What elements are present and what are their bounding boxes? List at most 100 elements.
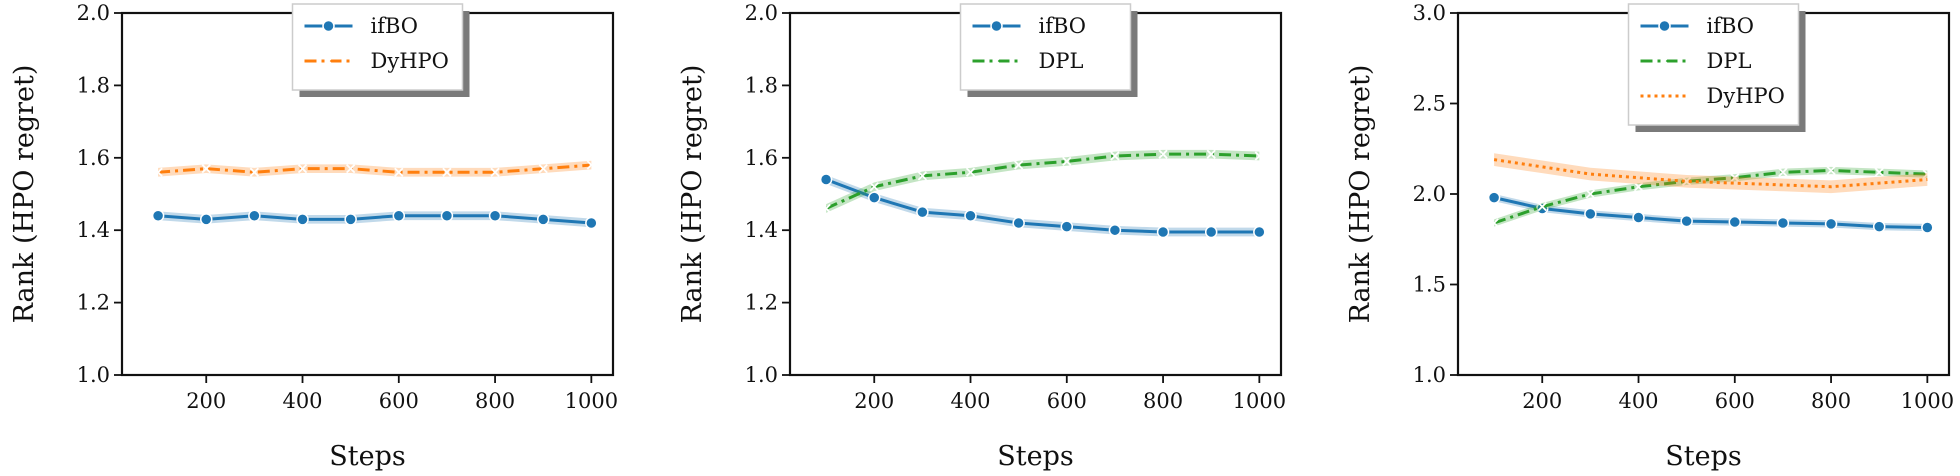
series-1-point bbox=[1012, 216, 1025, 230]
legend-marker bbox=[1659, 56, 1670, 66]
x-tick-label: 400 bbox=[1618, 389, 1658, 413]
legend: ifBO DyHPO bbox=[291, 3, 470, 97]
series-1-point bbox=[151, 209, 165, 222]
series-1-point bbox=[1921, 221, 1934, 234]
series-1-point bbox=[392, 209, 406, 222]
series-1-point bbox=[1872, 220, 1886, 233]
legend-label: DPL bbox=[1707, 49, 1752, 73]
series-2-point bbox=[490, 167, 500, 177]
x-axis-label: Steps bbox=[1665, 441, 1741, 472]
series-2-point bbox=[1730, 173, 1740, 183]
series-1-line bbox=[157, 214, 592, 225]
series-2-point bbox=[869, 182, 879, 192]
series-1-line bbox=[825, 178, 1260, 234]
x-tick-label: 800 bbox=[475, 389, 515, 413]
series-2-point bbox=[821, 203, 831, 214]
legend-label: ifBO bbox=[1039, 14, 1087, 38]
legend-box bbox=[1627, 3, 1800, 126]
legend-box bbox=[959, 3, 1132, 91]
x-tick-label: 400 bbox=[950, 389, 990, 413]
legend-marker bbox=[322, 19, 335, 33]
series-2-point bbox=[1062, 156, 1072, 167]
series-2-point bbox=[1206, 149, 1216, 159]
series-2-line bbox=[157, 163, 592, 174]
series-2-line bbox=[825, 152, 1260, 210]
series-1-point bbox=[440, 209, 454, 222]
line-chart-1: 1.0 1.2 1.4 1.6 1.8 2.0 200 400 600 800 1000 Steps R… bbox=[9, 1, 618, 472]
series-1 bbox=[819, 173, 1266, 239]
series-2-point bbox=[249, 167, 260, 177]
series-2-point bbox=[1633, 182, 1644, 192]
x-tick-label: 400 bbox=[282, 389, 322, 413]
series-1-point bbox=[1487, 191, 1501, 204]
series-2-point bbox=[153, 167, 163, 177]
series-1-point bbox=[1108, 223, 1122, 237]
series-2-point bbox=[1014, 160, 1024, 170]
y-tick-label: 1.2 bbox=[77, 291, 110, 315]
line-chart-2: 1.0 1.2 1.4 1.6 1.8 2.0 200 400 600 800 1000 Steps R… bbox=[677, 1, 1286, 472]
x-tick-label: 1000 bbox=[1233, 389, 1286, 413]
series-2 bbox=[1489, 165, 1932, 228]
y-tick-label: 1.0 bbox=[77, 363, 110, 387]
x-tick-label: 600 bbox=[379, 389, 419, 413]
series-2-point bbox=[1110, 151, 1120, 161]
y-tick-label: 2.0 bbox=[745, 1, 778, 25]
y-tick-label: 1.0 bbox=[1413, 363, 1446, 387]
y-axis-label: Rank (HPO regret) bbox=[9, 65, 40, 324]
series-2-point bbox=[917, 171, 928, 181]
series-2-point bbox=[1922, 169, 1932, 179]
series-2-point bbox=[538, 164, 548, 174]
series-2-band bbox=[826, 149, 1260, 213]
series-1-band bbox=[1494, 194, 1928, 232]
series-1 bbox=[151, 209, 598, 230]
legend-marker bbox=[990, 19, 1003, 33]
legend-marker bbox=[991, 56, 1002, 66]
legend-label: DPL bbox=[1039, 49, 1084, 73]
series-1-point bbox=[1824, 217, 1838, 231]
series-2-point bbox=[297, 164, 308, 174]
series-2 bbox=[153, 160, 596, 177]
y-tick-label: 2.0 bbox=[77, 1, 110, 25]
y-tick-label: 1.6 bbox=[745, 146, 778, 170]
y-axis-label: Rank (HPO regret) bbox=[677, 65, 708, 324]
series-1-point bbox=[819, 173, 833, 186]
series-1-point bbox=[585, 216, 598, 230]
legend-label: DyHPO bbox=[1707, 84, 1785, 108]
series-1 bbox=[1487, 191, 1934, 234]
series-1-point bbox=[1632, 211, 1645, 224]
line-chart-3: 1.0 1.5 2.0 2.5 3.0 200 400 600 800 1000 Steps Rank… bbox=[1345, 1, 1954, 472]
series-1-point bbox=[867, 191, 881, 204]
series-1-point bbox=[1680, 214, 1693, 228]
x-tick-label: 800 bbox=[1143, 389, 1183, 413]
series-2-point bbox=[965, 167, 976, 177]
series-2-point bbox=[201, 164, 211, 174]
y-tick-label: 2.0 bbox=[1413, 182, 1446, 206]
x-tick-label: 200 bbox=[1522, 389, 1562, 413]
chart-panel-3: 1.0 1.5 2.0 2.5 3.0 200 400 600 800 1000 Steps Rank… bbox=[1336, 0, 1960, 476]
series-3-band bbox=[1494, 153, 1928, 194]
legend-label: ifBO bbox=[1707, 14, 1755, 38]
series-1-point bbox=[964, 209, 977, 222]
legend-label: ifBO bbox=[371, 14, 419, 38]
legend-box bbox=[291, 3, 464, 91]
series-2-point bbox=[1826, 165, 1836, 176]
series-2-point bbox=[586, 160, 596, 170]
series-1-point bbox=[1776, 216, 1790, 230]
series-2-point bbox=[346, 164, 356, 174]
series-2-point bbox=[1489, 218, 1499, 228]
y-tick-label: 1.4 bbox=[745, 218, 778, 242]
x-axis-label: Steps bbox=[997, 441, 1073, 472]
series-2-point bbox=[1778, 167, 1788, 177]
series-2-line bbox=[1493, 168, 1928, 225]
series-1-point bbox=[1584, 207, 1597, 221]
y-tick-label: 1.8 bbox=[745, 73, 778, 97]
series-2-point bbox=[442, 167, 452, 177]
series-1-point bbox=[296, 213, 309, 226]
x-tick-label: 600 bbox=[1715, 389, 1755, 413]
x-axis-label: Steps bbox=[329, 441, 405, 472]
y-tick-label: 1.2 bbox=[745, 291, 778, 315]
series-1-point bbox=[248, 209, 261, 222]
series-1-point bbox=[1253, 225, 1266, 239]
series-2-point bbox=[1537, 202, 1547, 212]
x-tick-label: 600 bbox=[1047, 389, 1087, 413]
